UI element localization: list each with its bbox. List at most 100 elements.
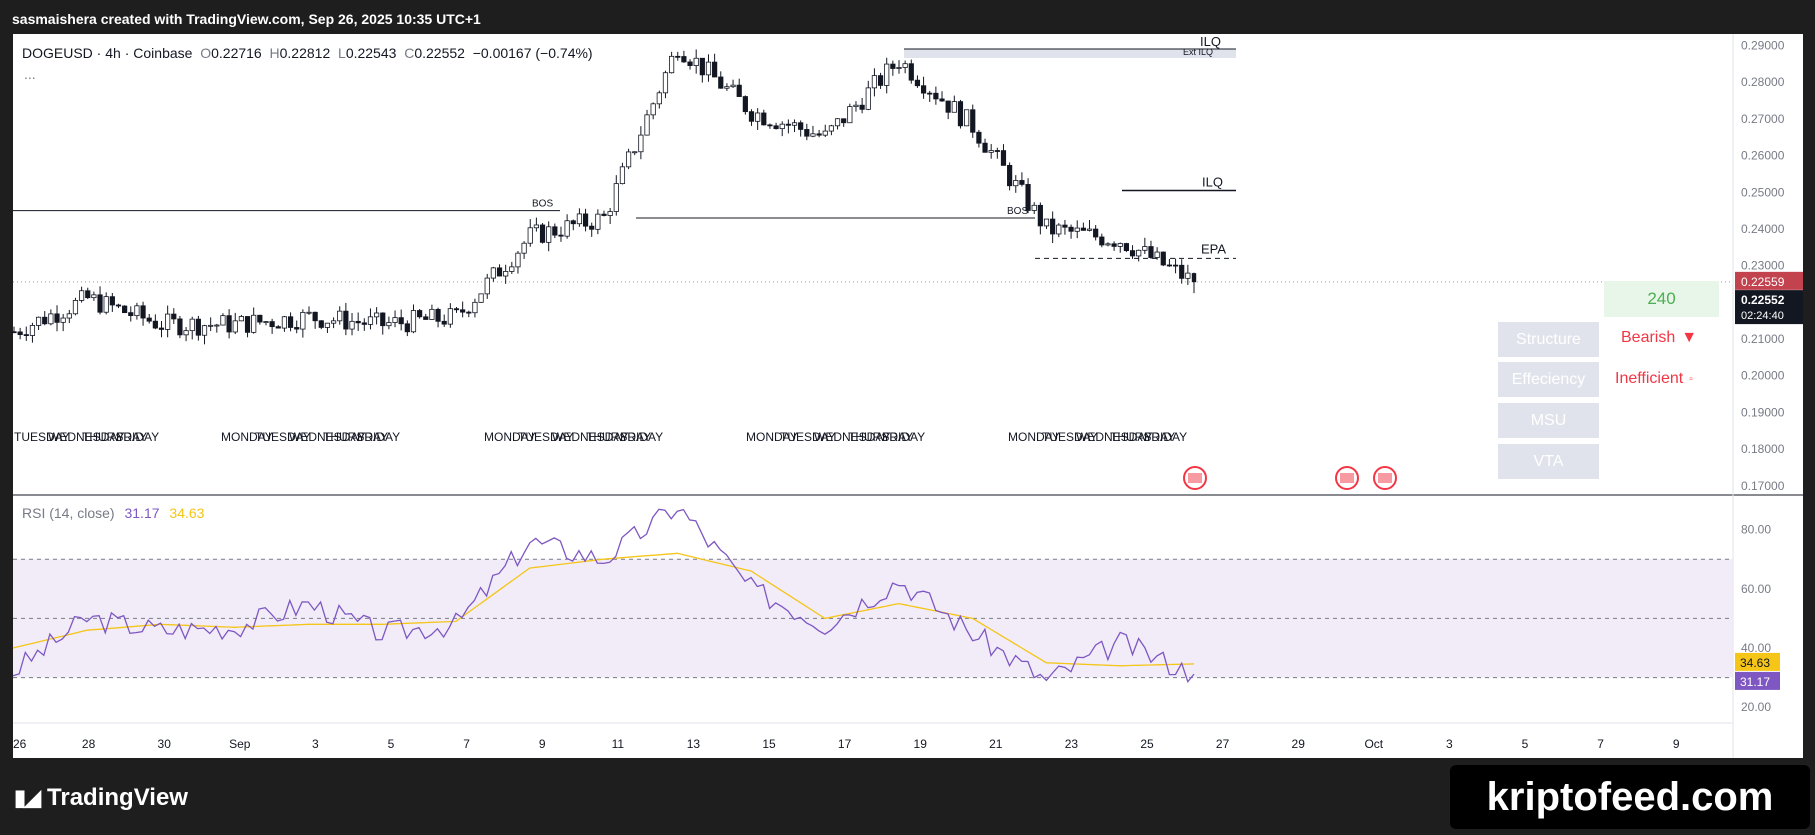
candle-body [656, 92, 662, 105]
last-price-tag-text: 0.22559 [1741, 275, 1785, 289]
candle-body [208, 324, 214, 327]
candle-body [669, 55, 675, 74]
price-tick-label: 0.21000 [1741, 332, 1785, 346]
candle-body [29, 325, 36, 336]
candle-body [859, 104, 865, 110]
candle-body [521, 242, 527, 254]
time-tick-label: 7 [463, 737, 470, 751]
day-label: TUESDAY [518, 430, 574, 444]
candle-body [625, 151, 632, 168]
candle-body [472, 301, 478, 314]
candle-body [263, 321, 269, 323]
candle-body [724, 86, 730, 89]
efficiency-value: Inefficient ▫ [1615, 370, 1693, 388]
high-value: 0.22812 [279, 45, 331, 61]
candle-body [1043, 218, 1050, 227]
time-tick-label: 21 [989, 737, 1003, 751]
candle-body [312, 311, 318, 322]
candle-body [447, 308, 453, 325]
candle-body [281, 316, 288, 329]
candle-body [490, 267, 496, 279]
msu-button[interactable]: MSU [1498, 403, 1599, 438]
candle-body [1166, 264, 1173, 267]
symbol-name[interactable]: DOGEUSD [22, 45, 93, 61]
candle-body [816, 133, 822, 136]
current-price-tag [1735, 290, 1803, 325]
efficiency-button[interactable]: Effeciency [1498, 362, 1599, 397]
tradingview-mark-icon: ▮◢ [14, 785, 41, 810]
candle-body [417, 310, 423, 318]
candle-body [558, 234, 564, 237]
candle-body [503, 271, 509, 277]
candle-body [853, 104, 859, 108]
day-label: WEDNESDAY [48, 430, 124, 444]
candle-body [392, 317, 398, 323]
candle-body [1080, 227, 1086, 231]
candle-body [742, 96, 748, 113]
candle-body [539, 224, 546, 243]
interval-label[interactable]: 4h [105, 45, 121, 61]
time-tick-label: 5 [1522, 737, 1529, 751]
candle-body [828, 125, 834, 132]
candle-body [564, 220, 570, 237]
candle-body [195, 318, 201, 336]
rsi-ma-value: 34.63 [169, 505, 205, 521]
rsi-line [12, 508, 1195, 684]
candle-body [201, 325, 208, 336]
candle-body [933, 92, 939, 100]
candle-body [939, 98, 945, 102]
price-tick-label: 0.17000 [1741, 479, 1785, 493]
legend-more-button[interactable]: ... [24, 66, 36, 82]
rsi-tick-label: 80.00 [1741, 523, 1771, 537]
candle-body [1019, 180, 1025, 185]
us-flag-fill [1188, 473, 1202, 483]
candle-body [755, 112, 761, 122]
candle-body [380, 312, 386, 327]
candle-body [478, 293, 484, 303]
candle-body [841, 118, 847, 124]
time-tick-label: 9 [539, 737, 546, 751]
time-tick-label: 28 [82, 737, 96, 751]
bos-label-2: BOS [1007, 206, 1028, 217]
candle-body [632, 151, 638, 154]
candle-body [1185, 272, 1191, 279]
day-label: TUESDAY [1042, 430, 1098, 444]
candle-body [1000, 150, 1007, 166]
rsi-tick-label: 40.00 [1741, 641, 1771, 655]
price-tick-label: 0.18000 [1741, 442, 1785, 456]
exchange-label: Coinbase [133, 45, 193, 61]
rsi-title[interactable]: RSI (14, close) [22, 505, 115, 521]
candle-body [435, 308, 441, 322]
candle-body [896, 67, 902, 69]
candle-body [374, 312, 380, 318]
candle-body [595, 213, 601, 230]
price-tick-label: 0.26000 [1741, 149, 1785, 163]
candle-body [466, 311, 472, 314]
candle-body [410, 310, 417, 333]
structure-button[interactable]: Structure [1498, 322, 1599, 357]
candle-body [693, 57, 699, 66]
rsi-tick-label: 20.00 [1741, 700, 1771, 714]
candle-body [1031, 204, 1037, 211]
candle-body [890, 63, 896, 69]
tradingview-logo[interactable]: ▮◢ TradingView [14, 784, 188, 812]
candle-body [404, 323, 410, 333]
high-key: H [269, 45, 280, 61]
candle-body [964, 109, 970, 127]
candle-body [650, 103, 656, 116]
day-label: THURSDAY [848, 430, 913, 444]
day-label: MONDAY [746, 430, 798, 444]
candle-body [496, 267, 503, 277]
last-price-tag [1735, 271, 1803, 290]
candle-body [1191, 273, 1197, 283]
candle-body [1117, 243, 1123, 247]
candle-body [607, 211, 613, 216]
day-label: FRIDAY [882, 430, 925, 444]
time-tick-label: 26 [13, 737, 27, 751]
candle-body [306, 311, 312, 314]
time-tick-label: 17 [838, 737, 852, 751]
vta-button[interactable]: VTA [1498, 444, 1599, 479]
rsi-tick-label: 60.00 [1741, 582, 1771, 596]
candle-body [17, 331, 23, 335]
